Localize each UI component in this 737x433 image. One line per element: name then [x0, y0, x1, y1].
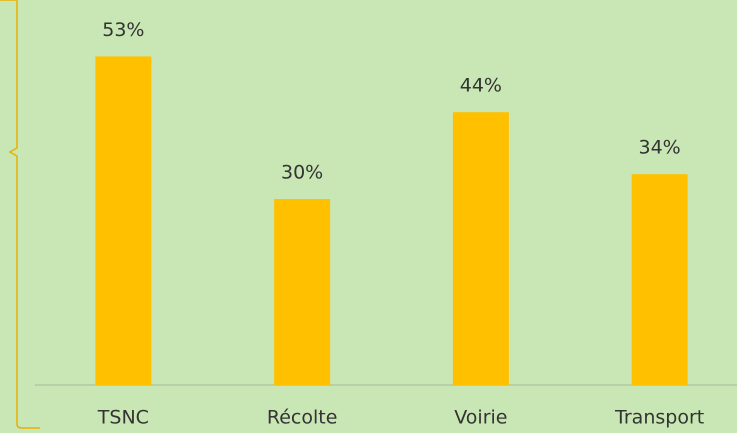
- bar: [95, 56, 152, 386]
- x-tick-label: Transport: [614, 407, 704, 429]
- bar: [631, 174, 688, 385]
- bar: [274, 199, 331, 385]
- value-label: 53%: [102, 19, 144, 41]
- value-label: 34%: [639, 137, 681, 159]
- x-tick-label: TSNC: [97, 407, 149, 429]
- x-tick-label: Voirie: [454, 407, 507, 429]
- value-label: 44%: [460, 75, 502, 97]
- bar: [452, 112, 509, 385]
- value-label: 30%: [281, 162, 323, 184]
- bracket: [0, 0, 40, 429]
- x-tick-label: Récolte: [267, 407, 338, 429]
